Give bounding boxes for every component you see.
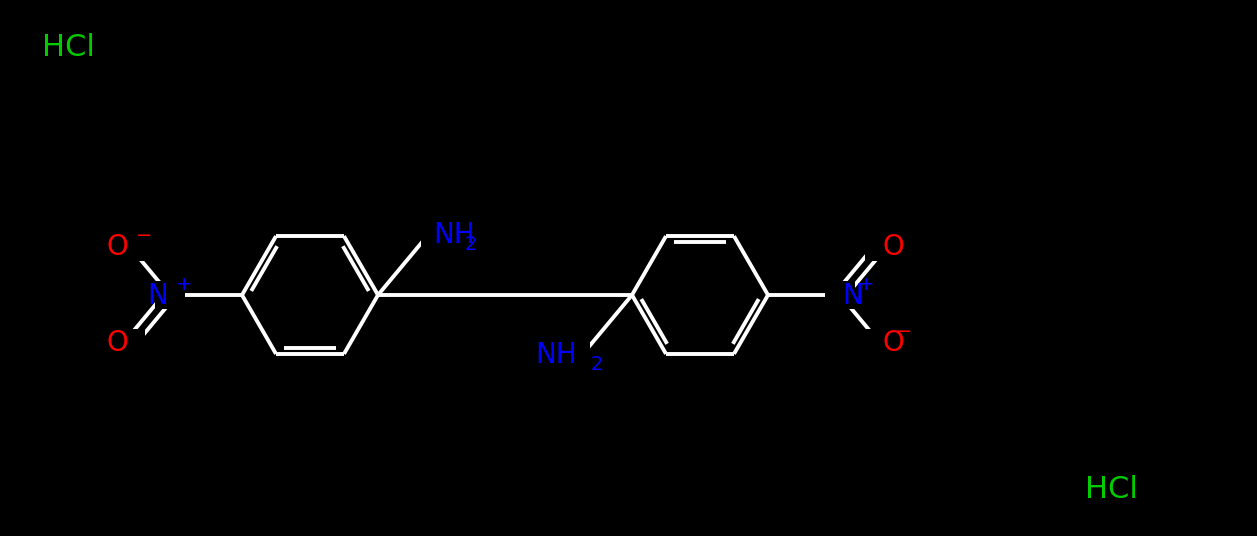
Text: +: +	[176, 274, 192, 294]
Text: O: O	[107, 233, 128, 261]
Text: HCl: HCl	[1085, 475, 1138, 504]
Bar	[825, 281, 855, 309]
Bar	[155, 281, 185, 309]
Text: N: N	[842, 282, 862, 310]
Text: +: +	[859, 274, 875, 294]
Text: NH: NH	[535, 341, 577, 369]
Text: −: −	[136, 227, 152, 245]
Bar	[114, 329, 145, 357]
Text: O: O	[107, 329, 128, 357]
Bar	[421, 221, 475, 249]
Bar	[865, 233, 895, 261]
Text: O: O	[882, 329, 904, 357]
Text: 2: 2	[465, 235, 478, 254]
Text: 2: 2	[591, 354, 603, 374]
Bar	[534, 341, 590, 369]
Text: N: N	[147, 282, 168, 310]
Text: O: O	[882, 233, 904, 261]
Bar	[114, 233, 145, 261]
Text: HCl: HCl	[41, 33, 94, 63]
Text: −: −	[896, 323, 913, 341]
Text: NH: NH	[432, 221, 475, 249]
Bar	[865, 329, 895, 357]
